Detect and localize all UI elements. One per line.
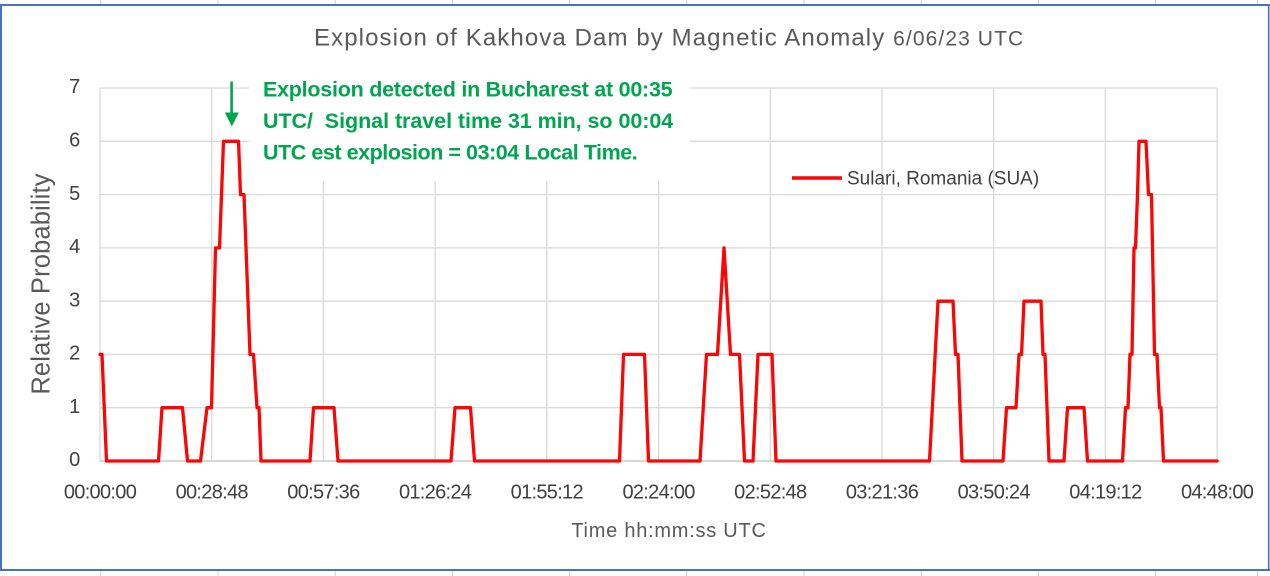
svg-text:04:19:12: 04:19:12 bbox=[1069, 482, 1142, 504]
svg-text:00:57:36: 00:57:36 bbox=[287, 482, 360, 504]
svg-text:00:28:48: 00:28:48 bbox=[176, 482, 249, 504]
svg-text:2: 2 bbox=[69, 343, 80, 365]
svg-text:Explosion detected in Buchares: Explosion detected in Bucharest at 00:35 bbox=[263, 78, 673, 102]
svg-text:6: 6 bbox=[69, 130, 80, 152]
svg-text:Relative Probability: Relative Probability bbox=[28, 173, 56, 394]
svg-text:0: 0 bbox=[69, 449, 80, 471]
svg-text:Time hh:mm:ss UTC: Time hh:mm:ss UTC bbox=[571, 520, 766, 542]
svg-text:01:26:24: 01:26:24 bbox=[399, 482, 472, 504]
svg-text:UTC/ Signal travel time 31 mi: UTC/ Signal travel time 31 min, so 00:04 bbox=[263, 109, 673, 133]
svg-text:Sulari, Romania (SUA): Sulari, Romania (SUA) bbox=[847, 169, 1039, 190]
svg-text:03:50:24: 03:50:24 bbox=[958, 482, 1031, 504]
svg-text:01:55:12: 01:55:12 bbox=[511, 482, 584, 504]
svg-text:04:48:00: 04:48:00 bbox=[1181, 482, 1254, 504]
svg-text:02:24:00: 02:24:00 bbox=[622, 482, 695, 504]
svg-text:UTC est explosion = 03:04 Loca: UTC est explosion = 03:04 Local Time. bbox=[263, 141, 637, 165]
svg-text:4: 4 bbox=[69, 236, 80, 258]
svg-text:00:00:00: 00:00:00 bbox=[64, 482, 137, 504]
svg-text:03:21:36: 03:21:36 bbox=[846, 482, 919, 504]
svg-text:1: 1 bbox=[69, 396, 80, 418]
svg-text:7: 7 bbox=[69, 76, 80, 98]
svg-text:5: 5 bbox=[69, 183, 80, 205]
svg-text:02:52:48: 02:52:48 bbox=[734, 482, 807, 504]
svg-text:Explosion of Kakhova Dam by Ma: Explosion of Kakhova Dam by Magnetic Ano… bbox=[314, 24, 1024, 51]
svg-text:3: 3 bbox=[69, 289, 80, 311]
